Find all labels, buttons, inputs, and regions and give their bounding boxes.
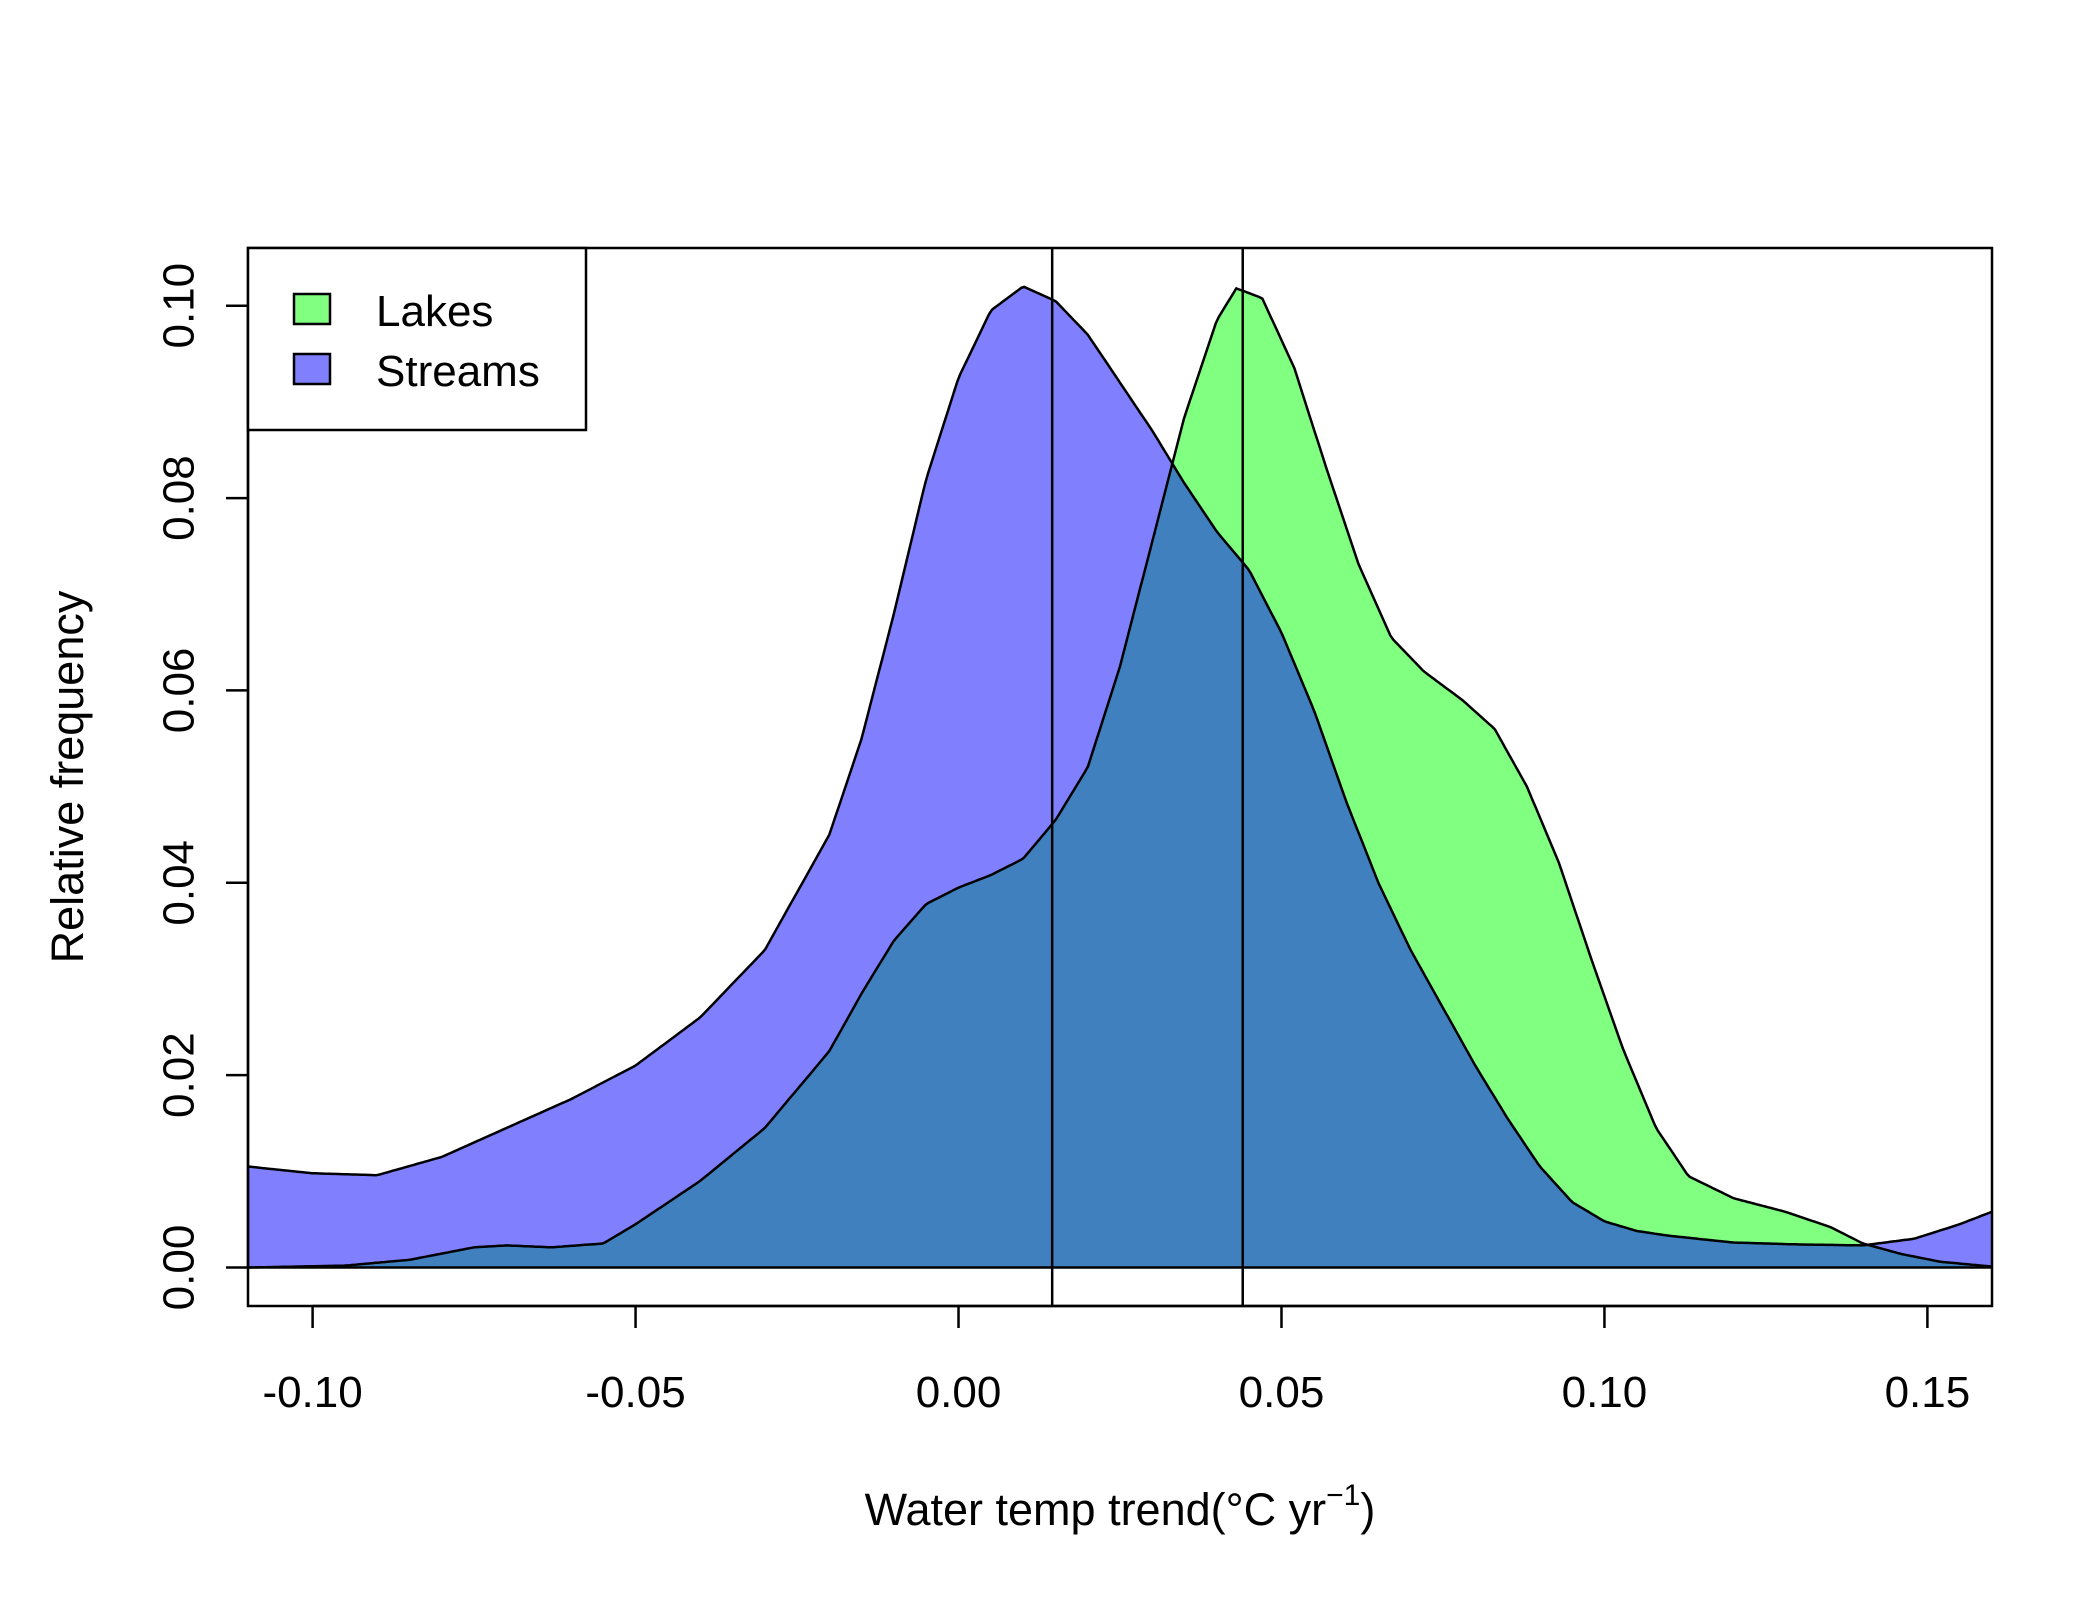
streams-density-line <box>248 285 1992 1247</box>
x-axis-title-superscript: −1 <box>1326 1479 1360 1512</box>
y-tick-label: 0.00 <box>154 1225 203 1311</box>
x-axis-title-suffix: ) <box>1360 1484 1375 1535</box>
x-tick-label: 0.05 <box>1239 1368 1325 1417</box>
lakes-density-line <box>248 286 1992 1269</box>
y-axis: 0.00 0.02 0.04 0.06 0.08 0.10 <box>154 263 250 1311</box>
legend-swatch-streams <box>292 352 332 386</box>
legend-swatch-lakes <box>292 292 332 326</box>
x-tick-label: 0.15 <box>1885 1368 1971 1417</box>
legend: Lakes Streams <box>246 246 588 432</box>
mean-lines <box>1050 248 1244 1306</box>
legend-label-streams: Streams <box>376 347 540 396</box>
x-tick-label: -0.10 <box>262 1368 362 1417</box>
x-tick-label: 0.00 <box>916 1368 1002 1417</box>
y-tick-label: 0.06 <box>154 648 203 734</box>
density-areas <box>248 285 1992 1269</box>
x-tick-label: 0.10 <box>1562 1368 1648 1417</box>
legend-label-lakes: Lakes <box>376 287 493 336</box>
legend-box <box>246 246 588 432</box>
x-axis: -0.10 -0.05 0.00 0.05 0.10 0.15 <box>262 1304 1971 1417</box>
x-tick-label: -0.05 <box>585 1368 685 1417</box>
y-axis-title: Relative frequency <box>42 590 93 963</box>
y-tick-label: 0.08 <box>154 455 203 541</box>
overlap-density-area <box>248 463 1992 1268</box>
y-tick-label: 0.04 <box>154 840 203 926</box>
x-axis-title: Water temp trend(°C yr−1) <box>865 1479 1376 1535</box>
y-tick-label: 0.10 <box>154 263 203 349</box>
y-tick-label: 0.02 <box>154 1032 203 1118</box>
